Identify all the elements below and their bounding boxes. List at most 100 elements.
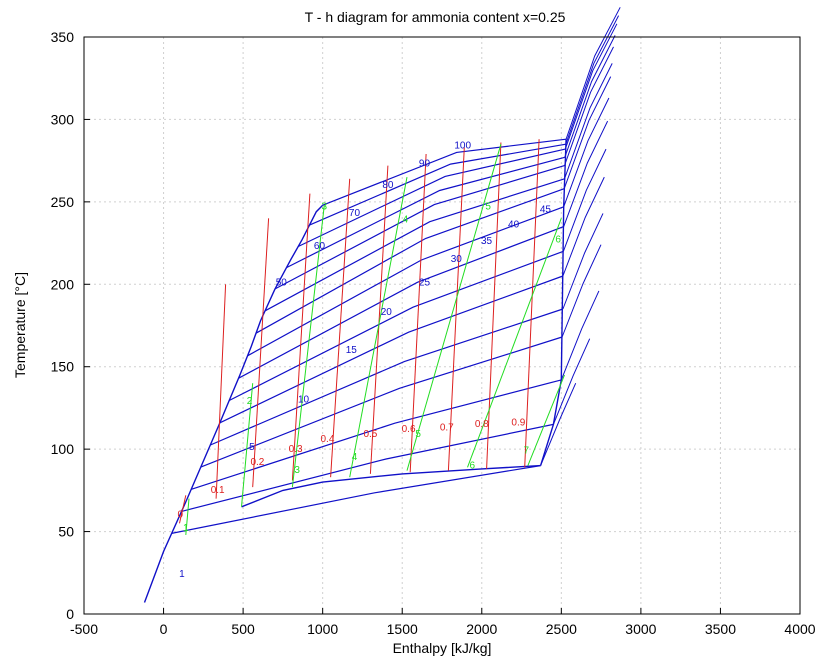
- vapor-quality-label: 0.2: [250, 457, 264, 468]
- isobar-line: [228, 250, 564, 402]
- ammonia-content-line: [185, 498, 190, 535]
- x-tick-label: 1500: [387, 621, 418, 637]
- ammonia-content-label: 7: [524, 445, 530, 456]
- isobar-line: [181, 423, 554, 512]
- isobar-line: [200, 336, 563, 468]
- isobar-line: [238, 226, 564, 379]
- chart-title: T - h diagram for ammonia content x=0.25: [305, 9, 566, 25]
- isobar-line: [286, 156, 565, 269]
- isobar-label: 100: [454, 140, 471, 151]
- isobar-label: 50: [276, 277, 288, 288]
- y-tick-label: 300: [51, 111, 75, 127]
- curve-labels: 151015202530354045506070809010000.10.20.…: [177, 140, 561, 580]
- vapor-quality-line: [330, 178, 351, 478]
- vapor-quality-line: [486, 142, 502, 469]
- isobar-label: 5: [249, 442, 255, 453]
- ammonia-content-label: 3: [321, 201, 327, 212]
- x-tick-label: 3500: [705, 621, 736, 637]
- plot-frame: [83, 36, 801, 615]
- superheated-line: [561, 244, 602, 338]
- ammonia-content-line: [291, 205, 325, 488]
- ammonia-content-line: [467, 218, 562, 468]
- x-tick-label: 2000: [466, 621, 497, 637]
- saturated-liquid-line: [143, 204, 324, 603]
- isobar-label: 20: [381, 307, 393, 318]
- superheated-line: [552, 338, 591, 425]
- isobar-line: [322, 138, 567, 206]
- ammonia-content-line: [349, 177, 408, 478]
- superheated-line: [562, 148, 607, 252]
- isobar-label: 45: [540, 205, 552, 216]
- superheated-line: [563, 76, 612, 189]
- ammonia-content-label: 5: [415, 429, 421, 440]
- y-tick-label: 100: [51, 441, 75, 457]
- vapor-quality-label: 0: [177, 510, 183, 521]
- isobar-label: 70: [349, 208, 361, 219]
- isobar-line: [255, 188, 565, 334]
- vapor-quality-label: 0.3: [289, 444, 303, 455]
- vapor-quality-label: 0.6: [402, 424, 416, 435]
- vapor-quality-label: 0.7: [440, 422, 454, 433]
- isobar-label: 80: [382, 180, 394, 191]
- isobar-label: 60: [314, 241, 326, 252]
- isobar-label: 15: [346, 345, 358, 356]
- vapor-quality-label: 0.8: [475, 419, 489, 430]
- x-axis-label: Enthalpy [kJ/kg]: [393, 640, 492, 656]
- y-tick-label: 0: [66, 606, 74, 622]
- superheated-line: [565, 7, 621, 140]
- isobar-label: 10: [298, 394, 310, 405]
- superheated-line: [565, 15, 620, 145]
- isobar-label: 90: [419, 159, 431, 170]
- vapor-quality-line: [179, 495, 187, 524]
- vapor-quality-label: 0.1: [211, 485, 225, 496]
- vapor-quality-line: [409, 153, 427, 473]
- ammonia-content-label: 2: [247, 396, 253, 407]
- isobar-label: 25: [419, 277, 431, 288]
- y-tick-label: 150: [51, 359, 75, 375]
- y-tick-label: 350: [51, 29, 75, 45]
- superheated-line: [564, 35, 616, 158]
- ammonia-content-line: [406, 144, 502, 471]
- isobar-line: [219, 275, 564, 424]
- isobar-line: [274, 165, 565, 290]
- x-tick-label: 500: [231, 621, 255, 637]
- ammonia-content-line: [527, 374, 565, 466]
- ammonia-content-label: 5: [485, 201, 491, 212]
- superheated-line: [564, 63, 613, 179]
- superheated-line: [563, 97, 610, 207]
- x-tick-label: 3000: [625, 621, 656, 637]
- isobar-line: [191, 379, 562, 490]
- ammonia-content-label: 4: [403, 215, 409, 226]
- x-tick-label: 4000: [784, 621, 815, 637]
- dew-curve: [539, 139, 567, 466]
- y-tick-label: 250: [51, 194, 75, 210]
- superheated-line: [562, 213, 604, 310]
- ammonia-content-label: 4: [352, 452, 358, 463]
- y-axis-label: Temperature [°C]: [12, 272, 28, 378]
- isobar-label: 40: [508, 220, 520, 231]
- bubble-curve: [241, 464, 541, 508]
- ammonia-content-label: 1: [183, 523, 189, 534]
- superheated-line: [560, 290, 600, 381]
- superheated-line: [540, 382, 577, 466]
- tick-labels: -500 0 500 1000 1500 2000 2500 3000 3500 40000501…: [51, 29, 816, 637]
- vapor-quality-line: [252, 218, 270, 488]
- vapor-quality-line: [369, 165, 389, 474]
- superheated-line: [563, 120, 609, 227]
- grid: [84, 37, 800, 614]
- plot-area: [143, 7, 621, 603]
- isobar-line: [309, 143, 566, 226]
- superheated-line: [564, 46, 614, 166]
- vapor-quality-label: 0.9: [511, 417, 525, 428]
- isobar-label: 1: [179, 569, 185, 580]
- ammonia-content-line: [241, 383, 254, 507]
- isobar-line: [264, 178, 565, 312]
- vapor-quality-label: 0.5: [363, 429, 377, 440]
- isobar-label: 30: [451, 254, 463, 265]
- y-tick-label: 50: [58, 524, 74, 540]
- vapor-quality-line: [291, 193, 311, 481]
- x-tick-label: 1000: [307, 621, 338, 637]
- isobar-label: 35: [481, 236, 493, 247]
- isobar-line: [171, 465, 541, 534]
